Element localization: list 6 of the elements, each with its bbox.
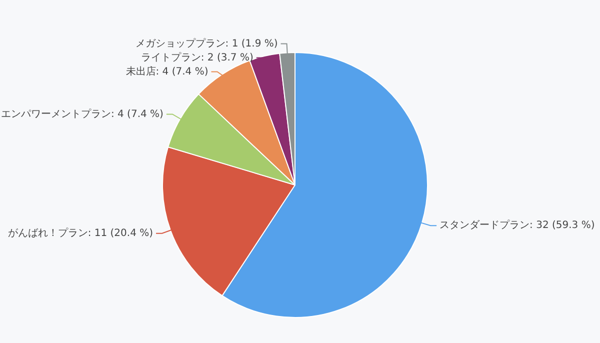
slice-label: エンパワーメントプラン: 4 (7.4 %) xyxy=(0,108,164,120)
slice-label: 未出店: 4 (7.4 %) xyxy=(126,65,208,78)
slice-label: ライトプラン: 2 (3.7 %) xyxy=(140,51,254,64)
slice-label: スタンダードプラン: 32 (59.3 %) xyxy=(440,219,595,232)
slice-label: メガショッププラン: 1 (1.9 %) xyxy=(135,37,278,50)
slice-label: がんばれ！プラン: 11 (20.4 %) xyxy=(8,226,154,239)
